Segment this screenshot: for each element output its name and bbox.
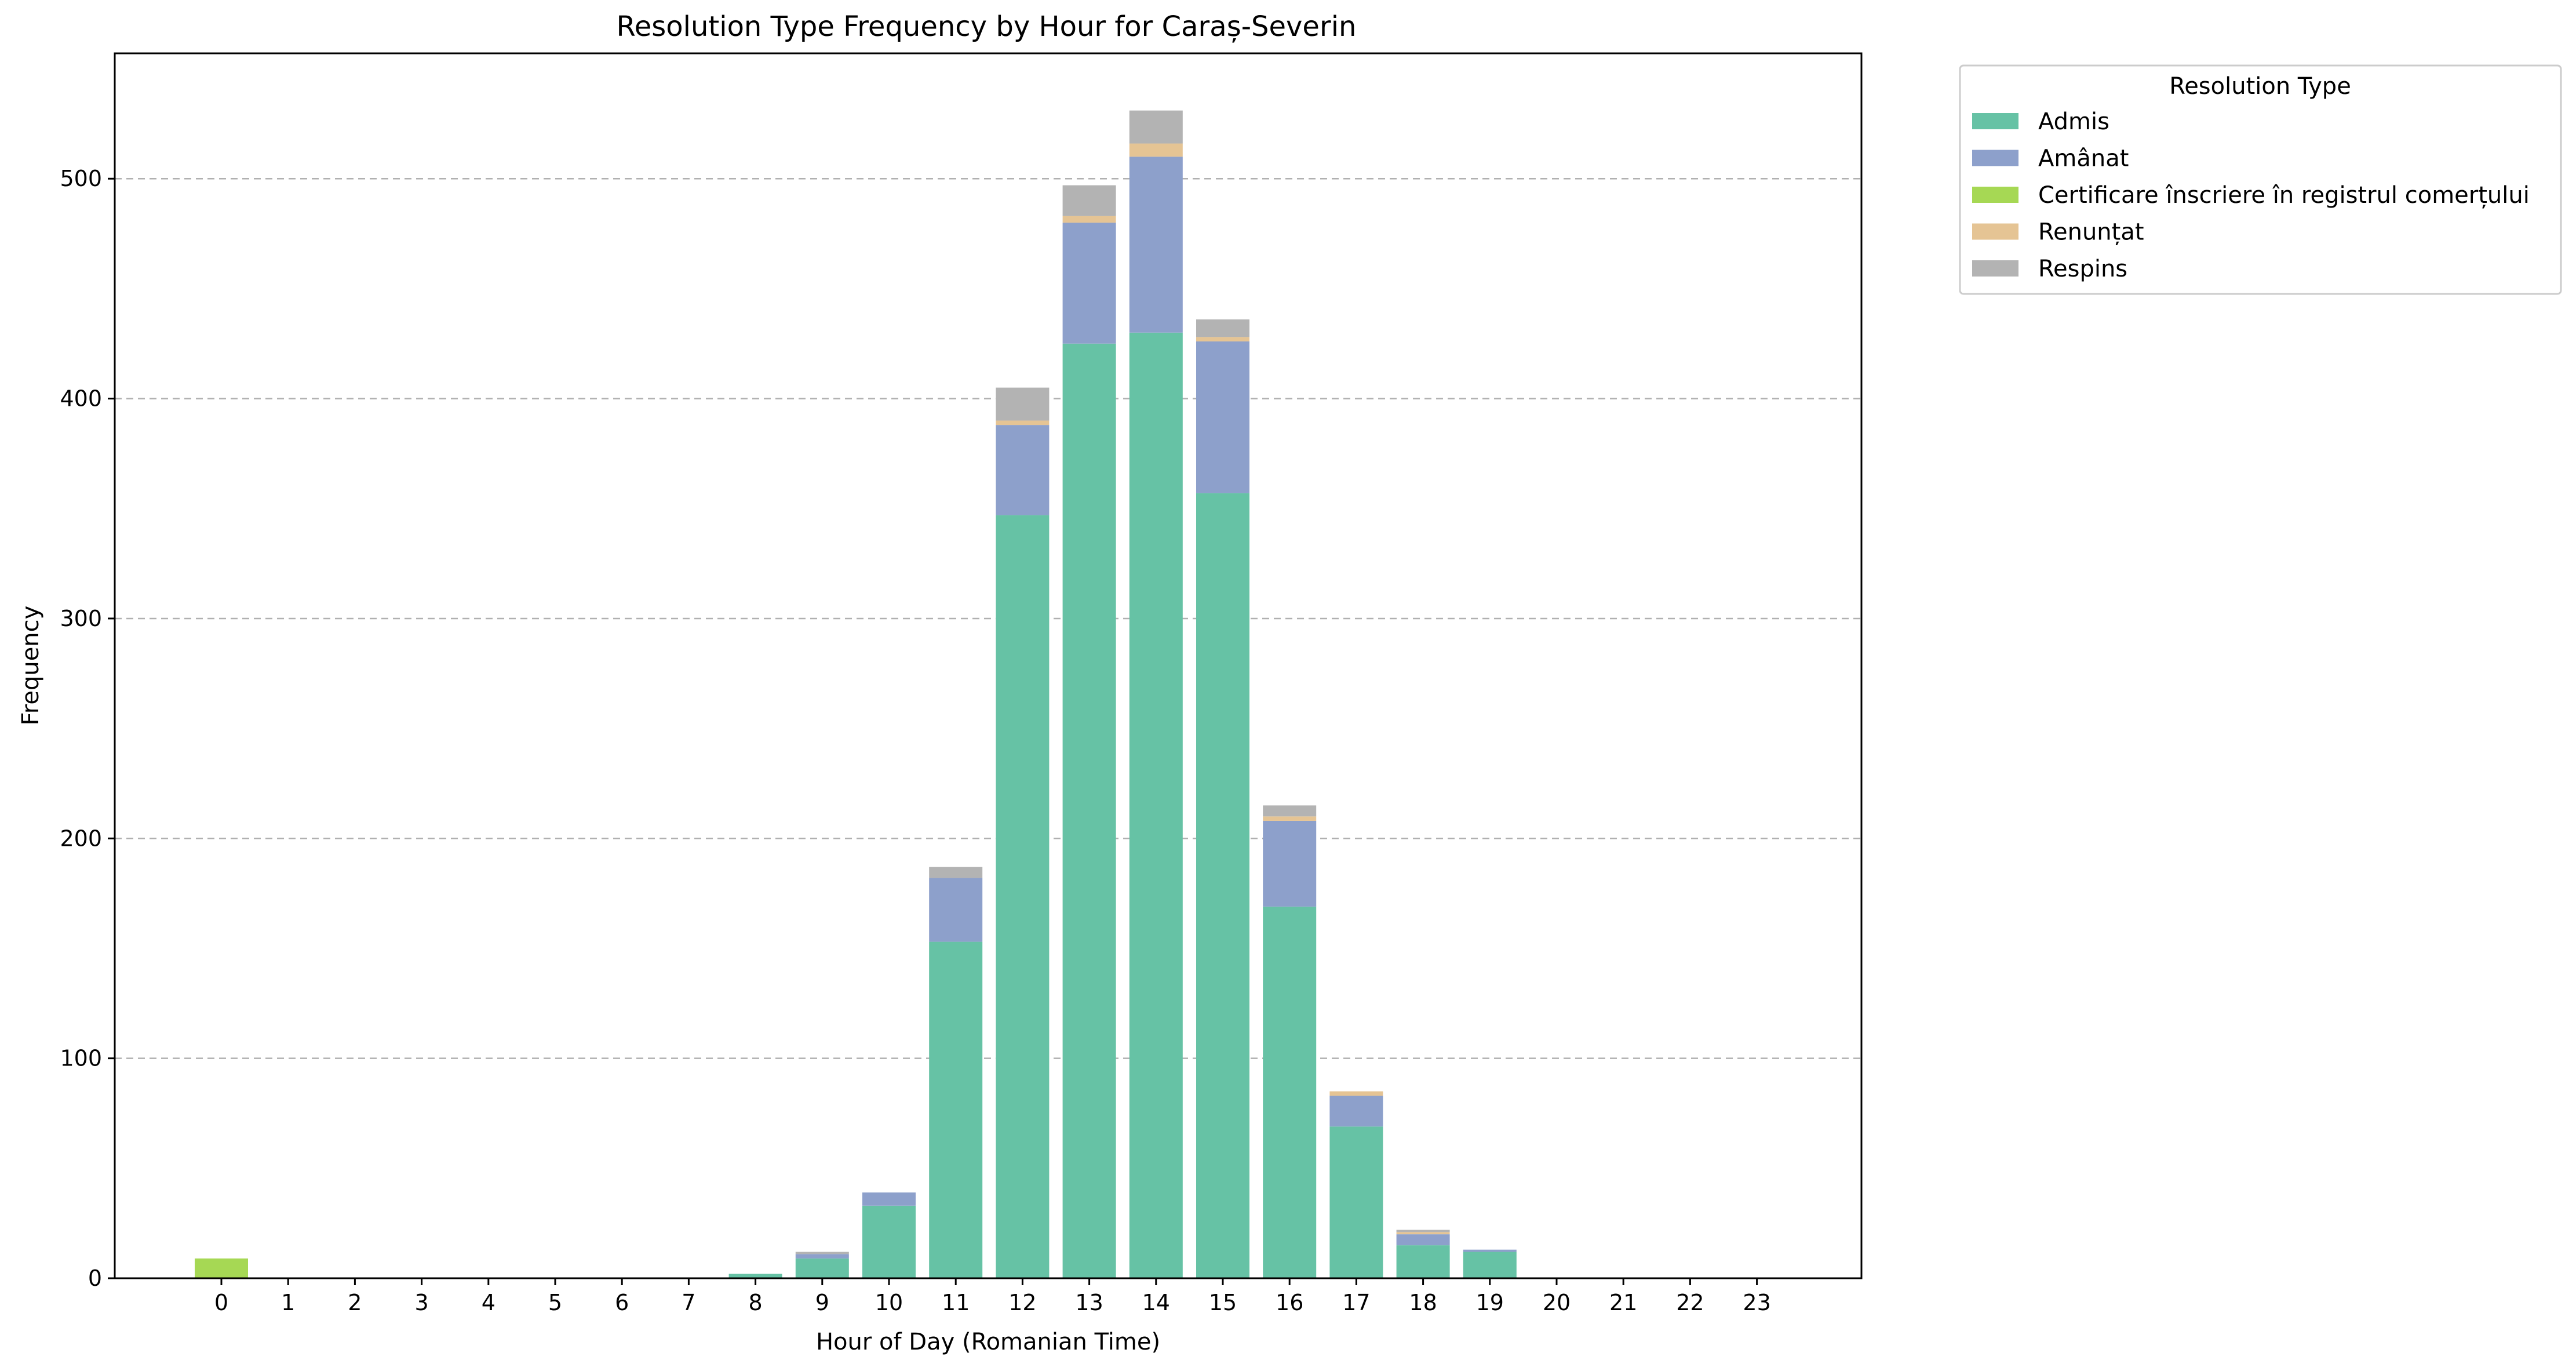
x-tick-label-1: 1 [281, 1290, 295, 1315]
bar-am-nat-hour-13 [1062, 223, 1116, 344]
x-tick-label-17: 17 [1342, 1290, 1370, 1315]
legend-swatch-2 [1972, 187, 2018, 203]
x-tick-label-15: 15 [1209, 1290, 1237, 1315]
x-tick-label-10: 10 [875, 1290, 903, 1315]
y-tick-label-0: 0 [88, 1265, 102, 1291]
bar-renun-at-hour-16 [1263, 816, 1317, 821]
legend-label-0: Admis [2038, 108, 2109, 135]
chart-title: Resolution Type Frequency by Hour for Ca… [617, 10, 1357, 43]
legend-swatch-0 [1972, 113, 2018, 129]
bar-admis-hour-9 [795, 1258, 849, 1278]
bar-admis-hour-12 [996, 515, 1050, 1278]
x-tick-label-2: 2 [348, 1290, 362, 1315]
y-tick-label-200: 200 [60, 825, 102, 851]
plot-area [114, 52, 1863, 1279]
bar-renun-at-hour-13 [1062, 216, 1116, 223]
legend-title: Resolution Type [2169, 73, 2351, 100]
legend-label-4: Respins [2038, 256, 2127, 282]
y-axis: 0 100 200 300 400 500 [60, 166, 115, 1291]
x-tick-label-22: 22 [1676, 1290, 1704, 1315]
bar-am-nat-hour-9 [795, 1254, 849, 1259]
x-tick-label-8: 8 [749, 1290, 763, 1315]
x-tick-label-0: 0 [214, 1290, 228, 1315]
x-tick-label-6: 6 [615, 1290, 629, 1315]
x-axis: 0 1 2 3 4 5 6 7 8 9 10 11 12 13 14 15 16 17 18 19 20 21 22 23 [214, 1278, 1771, 1315]
legend-frame [1959, 64, 2562, 295]
y-axis-label: Frequency [17, 606, 44, 726]
x-tick-label-18: 18 [1409, 1290, 1437, 1315]
grid-lines [115, 177, 1861, 1059]
bar-admis-hour-18 [1396, 1245, 1450, 1278]
bar-renun-at-hour-15 [1196, 337, 1249, 341]
bar-respins-hour-9 [795, 1252, 849, 1254]
x-tick-label-20: 20 [1543, 1290, 1571, 1315]
x-tick-label-7: 7 [682, 1290, 695, 1315]
bar-am-nat-hour-19 [1463, 1249, 1517, 1252]
bar-respins-hour-12 [996, 387, 1050, 421]
x-tick-label-12: 12 [1008, 1290, 1036, 1315]
x-tick-label-13: 13 [1075, 1290, 1103, 1315]
bar-am-nat-hour-14 [1129, 157, 1183, 333]
legend-label-3: Renunțat [2038, 219, 2144, 246]
x-tick-label-14: 14 [1142, 1290, 1170, 1315]
bars [195, 110, 1517, 1279]
bar-renun-at-hour-18 [1396, 1232, 1450, 1235]
x-tick-label-4: 4 [482, 1290, 495, 1315]
bar-renun-at-hour-12 [996, 420, 1050, 426]
bar-respins-hour-16 [1263, 805, 1317, 817]
legend-swatch-4 [1972, 260, 2018, 277]
bar-am-nat-hour-10 [862, 1192, 916, 1206]
x-tick-label-21: 21 [1609, 1290, 1637, 1315]
y-tick-label-300: 300 [60, 606, 102, 631]
bar-respins-hour-11 [929, 867, 983, 878]
y-tick-label-500: 500 [60, 166, 102, 191]
bar-respins-hour-14 [1129, 110, 1183, 144]
x-tick-label-16: 16 [1276, 1290, 1303, 1315]
bar-admis-hour-16 [1263, 906, 1317, 1278]
x-tick-label-11: 11 [942, 1290, 970, 1315]
bar-admis-hour-10 [862, 1205, 916, 1278]
x-tick-label-19: 19 [1476, 1290, 1504, 1315]
bar-respins-hour-15 [1196, 319, 1249, 337]
x-tick-label-23: 23 [1743, 1290, 1770, 1315]
x-tick-label-5: 5 [548, 1290, 562, 1315]
legend-swatch-1 [1972, 150, 2018, 166]
y-tick-label-400: 400 [60, 386, 102, 412]
bar-am-nat-hour-15 [1196, 341, 1249, 493]
bar-certificare-nscriere-n-registrul-comer-ului-hour-0 [195, 1258, 248, 1278]
legend-label-1: Amânat [2038, 146, 2129, 172]
bar-renun-at-hour-14 [1129, 143, 1183, 157]
bar-admis-hour-17 [1329, 1126, 1383, 1278]
legend-swatch-3 [1972, 223, 2018, 240]
legend-label-2: Certificare înscriere în registrul comer… [2038, 182, 2530, 209]
bar-am-nat-hour-11 [929, 878, 983, 942]
x-tick-label-9: 9 [815, 1290, 829, 1315]
bar-respins-hour-13 [1062, 185, 1116, 216]
bar-am-nat-hour-12 [996, 425, 1050, 515]
y-tick-label-100: 100 [60, 1046, 102, 1071]
bar-admis-hour-14 [1129, 332, 1183, 1278]
legend: Resolution Type Admis Amânat Certificare î… [1959, 64, 2562, 295]
x-axis-label: Hour of Day (Romanian Time) [816, 1329, 1160, 1355]
bar-am-nat-hour-18 [1396, 1234, 1450, 1246]
bar-am-nat-hour-16 [1263, 820, 1317, 907]
bar-admis-hour-15 [1196, 493, 1249, 1279]
bar-admis-hour-13 [1062, 343, 1116, 1279]
bar-renun-at-hour-17 [1329, 1091, 1383, 1096]
bar-admis-hour-19 [1463, 1252, 1517, 1278]
bar-admis-hour-11 [929, 941, 983, 1278]
bar-respins-hour-18 [1396, 1230, 1450, 1232]
bar-am-nat-hour-17 [1329, 1096, 1383, 1127]
bar-admis-hour-8 [728, 1274, 782, 1278]
x-tick-label-3: 3 [415, 1290, 429, 1315]
